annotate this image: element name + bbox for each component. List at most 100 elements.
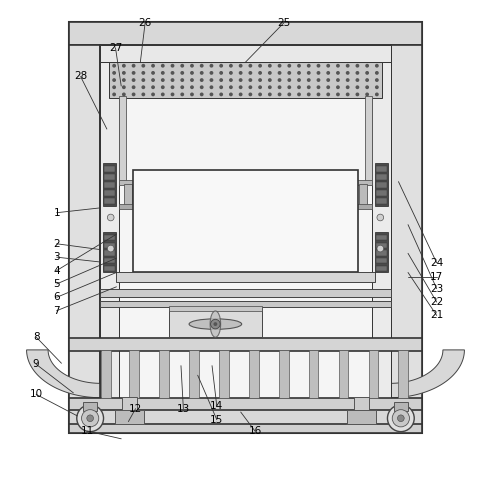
Circle shape	[151, 78, 155, 82]
Circle shape	[258, 64, 262, 67]
Circle shape	[161, 93, 164, 97]
Bar	[376, 250, 387, 256]
Circle shape	[336, 93, 340, 97]
Circle shape	[180, 64, 184, 67]
Bar	[372, 62, 391, 411]
Circle shape	[336, 71, 340, 75]
Circle shape	[327, 78, 330, 82]
Text: 25: 25	[277, 18, 290, 28]
Circle shape	[190, 78, 194, 82]
Circle shape	[346, 93, 350, 97]
Circle shape	[112, 64, 116, 67]
Bar	[169, 308, 262, 337]
Circle shape	[375, 78, 379, 82]
Circle shape	[268, 93, 272, 97]
Text: 5: 5	[54, 279, 60, 289]
Bar	[116, 272, 375, 282]
Circle shape	[132, 71, 136, 75]
Circle shape	[377, 214, 383, 221]
Circle shape	[387, 405, 414, 432]
Text: 2: 2	[54, 239, 60, 249]
Bar	[369, 350, 379, 398]
Circle shape	[229, 78, 233, 82]
Circle shape	[258, 78, 262, 82]
Circle shape	[239, 71, 243, 75]
Circle shape	[375, 71, 379, 75]
Circle shape	[346, 78, 350, 82]
Circle shape	[297, 86, 301, 89]
Circle shape	[229, 64, 233, 67]
Bar	[119, 180, 136, 185]
Circle shape	[268, 86, 272, 89]
Circle shape	[190, 64, 194, 67]
Circle shape	[365, 78, 369, 82]
Text: 8: 8	[33, 332, 39, 342]
Circle shape	[239, 64, 243, 67]
Circle shape	[141, 78, 145, 82]
Circle shape	[398, 415, 404, 422]
Text: 1: 1	[54, 208, 60, 217]
Circle shape	[151, 64, 155, 67]
Circle shape	[327, 64, 330, 67]
Circle shape	[170, 78, 174, 82]
Bar	[399, 350, 408, 398]
Bar	[129, 350, 139, 398]
Circle shape	[297, 78, 301, 82]
Circle shape	[200, 86, 204, 89]
Circle shape	[258, 86, 262, 89]
Circle shape	[346, 86, 350, 89]
Circle shape	[170, 71, 174, 75]
Text: 27: 27	[109, 43, 122, 53]
Circle shape	[317, 71, 321, 75]
Bar	[115, 410, 144, 424]
Circle shape	[327, 93, 330, 97]
Text: 3: 3	[54, 252, 60, 262]
Text: 16: 16	[248, 426, 262, 436]
Circle shape	[355, 64, 359, 67]
Bar	[376, 182, 387, 188]
Circle shape	[190, 93, 194, 97]
Circle shape	[327, 86, 330, 89]
Bar	[189, 350, 199, 398]
Circle shape	[151, 86, 155, 89]
Circle shape	[287, 93, 291, 97]
Circle shape	[307, 86, 311, 89]
Bar	[375, 163, 388, 206]
Circle shape	[210, 71, 214, 75]
Bar	[279, 350, 289, 398]
Circle shape	[161, 64, 164, 67]
Circle shape	[180, 93, 184, 97]
Circle shape	[122, 93, 126, 97]
Circle shape	[248, 71, 252, 75]
Circle shape	[297, 71, 301, 75]
Circle shape	[132, 64, 136, 67]
Circle shape	[112, 86, 116, 89]
Bar	[376, 258, 387, 263]
Text: 26: 26	[138, 18, 152, 28]
Bar	[69, 410, 422, 424]
Circle shape	[375, 64, 379, 67]
Bar	[355, 180, 372, 185]
Text: 9: 9	[33, 359, 39, 369]
Bar	[376, 190, 387, 196]
Bar	[365, 96, 372, 182]
Circle shape	[297, 93, 301, 97]
Circle shape	[248, 64, 252, 67]
Bar	[100, 301, 391, 307]
Circle shape	[229, 71, 233, 75]
Bar	[83, 402, 97, 411]
Bar	[104, 243, 115, 248]
Circle shape	[219, 71, 223, 75]
Circle shape	[151, 93, 155, 97]
Circle shape	[317, 64, 321, 67]
Circle shape	[210, 78, 214, 82]
Circle shape	[287, 64, 291, 67]
Text: 22: 22	[430, 297, 443, 307]
Text: 7: 7	[54, 306, 60, 315]
Bar	[353, 204, 372, 209]
Circle shape	[141, 64, 145, 67]
Bar	[376, 235, 387, 240]
Circle shape	[365, 93, 369, 97]
Bar	[100, 45, 391, 62]
Bar	[376, 174, 387, 180]
